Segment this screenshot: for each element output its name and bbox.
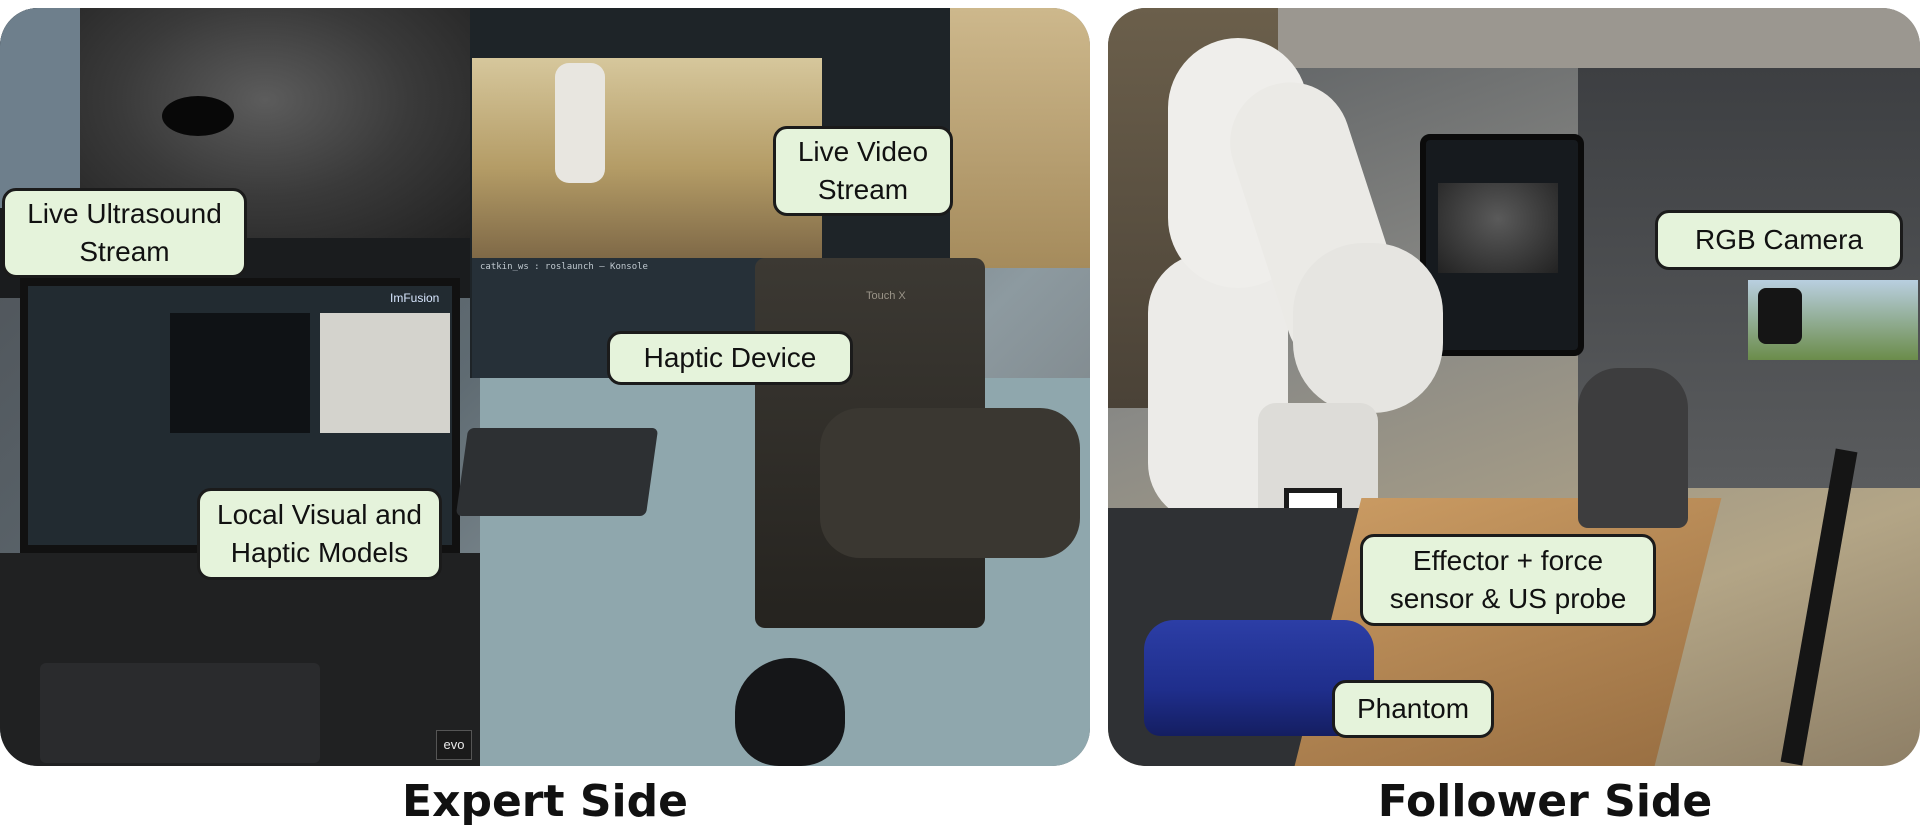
rgb-camera-body xyxy=(1758,288,1802,344)
robot-arm-joint xyxy=(1293,243,1443,413)
haptic-device-arm xyxy=(820,408,1080,558)
callout-rgb-camera: RGB Camera xyxy=(1655,210,1903,270)
mouse xyxy=(735,658,845,766)
external-keyboard xyxy=(455,428,659,516)
laptop-app-pane xyxy=(170,313,310,433)
callout-live-video-stream: Live Video Stream xyxy=(773,126,953,216)
wooden-cabinet xyxy=(950,8,1090,268)
video-stream-frame xyxy=(472,58,822,258)
lab-chair xyxy=(1578,368,1688,528)
caption-expert-side: Expert Side xyxy=(402,776,688,827)
callout-haptic-device: Haptic Device xyxy=(607,331,853,385)
laptop-trackpad xyxy=(40,663,320,763)
expert-side-photo: catkin_ws : roslaunch — Konsole ImFusion… xyxy=(0,8,1090,766)
callout-local-visual-haptic-models: Local Visual and Haptic Models xyxy=(197,488,442,580)
follower-side-photo xyxy=(1108,8,1920,766)
laptop-robot-view xyxy=(320,313,450,433)
caption-follower-side: Follower Side xyxy=(1377,776,1713,827)
terminal-title: catkin_ws : roslaunch — Konsole xyxy=(480,262,648,272)
ultrasound-cyst xyxy=(162,96,234,136)
callout-live-ultrasound-stream: Live Ultrasound Stream xyxy=(2,188,247,278)
laptop-sticker: evo xyxy=(436,730,472,760)
haptic-touch-label: Touch X xyxy=(866,290,906,302)
laptop-brand: ImFusion xyxy=(390,291,440,305)
video-robot-thumbnail xyxy=(555,63,605,183)
callout-effector-force-sensor-us-probe: Effector + force sensor & US probe xyxy=(1360,534,1656,626)
ultrasound-sidebar xyxy=(0,8,80,208)
callout-phantom: Phantom xyxy=(1332,680,1494,738)
lab-ceiling xyxy=(1278,8,1920,68)
camera-tripod-leg xyxy=(1780,448,1858,766)
follower-ultrasound-image xyxy=(1438,183,1558,273)
